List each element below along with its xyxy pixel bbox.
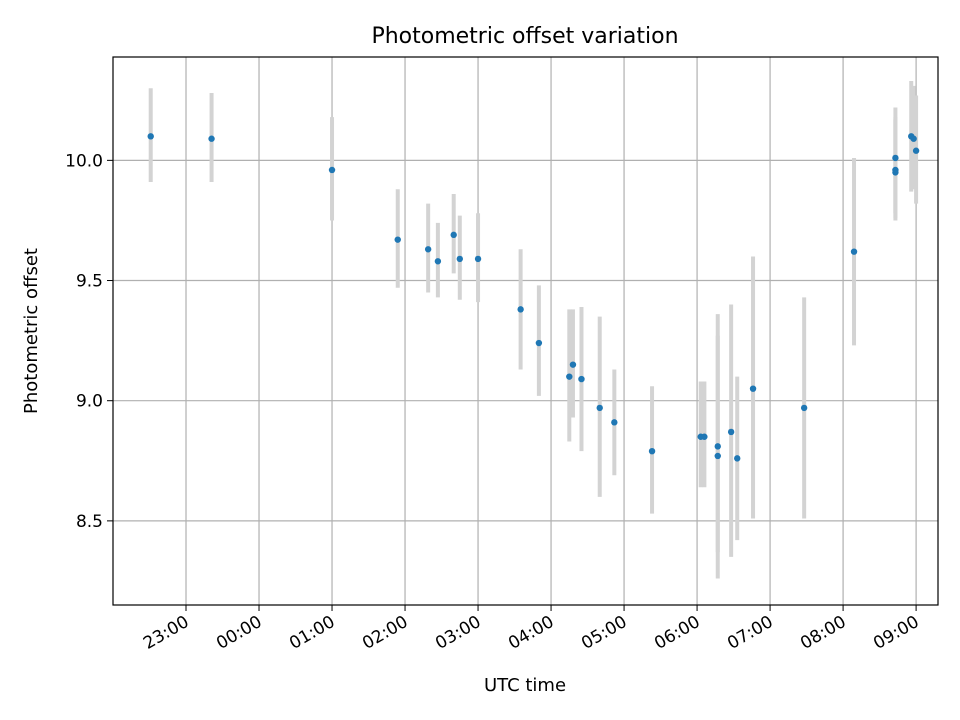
y-tick-label: 8.5 bbox=[76, 512, 103, 532]
data-point bbox=[749, 385, 757, 392]
y-axis-ticks: 8.5 9.0 9.5 10.0 bbox=[65, 151, 113, 532]
data-point bbox=[912, 147, 920, 154]
data-point bbox=[611, 419, 618, 426]
data-point bbox=[596, 404, 603, 412]
data-point bbox=[850, 248, 858, 255]
data-point bbox=[800, 404, 808, 412]
x-tick-label: 04:00 bbox=[505, 612, 557, 654]
x-tick-label: 23:00 bbox=[140, 612, 192, 654]
x-tick-label: 01:00 bbox=[286, 612, 338, 654]
data-point bbox=[456, 255, 463, 263]
x-axis-ticks: 23:00 00:00 01:00 02:00 03:00 04:00 05:00 06:00… bbox=[140, 605, 923, 654]
data-point bbox=[892, 154, 899, 162]
data-point bbox=[714, 443, 721, 450]
x-tick-label: 06:00 bbox=[651, 612, 703, 654]
data-point bbox=[147, 133, 154, 140]
error-bars bbox=[148, 81, 919, 579]
data-point bbox=[208, 135, 215, 142]
x-tick-label: 07:00 bbox=[724, 612, 776, 654]
data-point bbox=[734, 455, 741, 462]
data-point bbox=[535, 339, 543, 347]
data-point bbox=[701, 433, 708, 440]
data-point bbox=[648, 447, 656, 455]
data-point bbox=[910, 135, 917, 142]
plot-frame bbox=[112, 56, 939, 606]
data-point bbox=[450, 231, 457, 239]
data-point bbox=[474, 255, 482, 263]
x-tick-label: 05:00 bbox=[578, 612, 630, 654]
data-point bbox=[434, 258, 442, 265]
x-axis-label: UTC time bbox=[484, 675, 566, 696]
y-tick-label: 10.0 bbox=[65, 151, 103, 171]
x-tick-label: 08:00 bbox=[797, 612, 849, 654]
data-point bbox=[328, 166, 336, 174]
data-point bbox=[892, 166, 899, 174]
data-point bbox=[569, 361, 577, 368]
data-point bbox=[424, 246, 432, 253]
data-point bbox=[566, 373, 573, 380]
x-tick-label: 00:00 bbox=[213, 612, 265, 654]
y-axis-label: Photometric offset bbox=[21, 248, 42, 414]
grid-lines bbox=[113, 57, 938, 605]
y-tick-label: 9.5 bbox=[76, 272, 103, 292]
data-point bbox=[578, 375, 585, 383]
chart-title: Photometric offset variation bbox=[371, 24, 678, 49]
data-point bbox=[517, 306, 524, 313]
x-tick-label: 03:00 bbox=[432, 612, 484, 654]
data-point bbox=[714, 452, 721, 460]
x-tick-label: 09:00 bbox=[870, 612, 922, 654]
x-tick-label: 02:00 bbox=[359, 612, 411, 654]
data-points bbox=[147, 133, 920, 462]
y-tick-label: 9.0 bbox=[76, 392, 103, 412]
data-point bbox=[394, 236, 401, 243]
data-point bbox=[727, 428, 735, 436]
